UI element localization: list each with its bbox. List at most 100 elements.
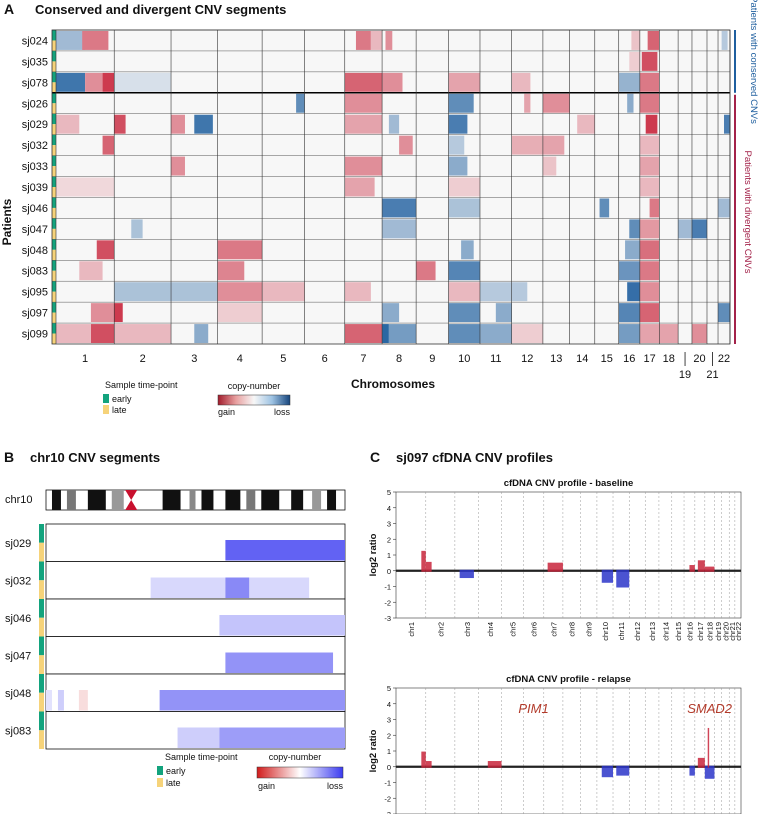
timepoint-late-bar: [39, 730, 44, 749]
chrom-label: 10: [458, 353, 470, 365]
timepoint-early-bar: [39, 599, 44, 618]
profile-title: cfDNA CNV profile - baseline: [504, 478, 634, 489]
y-tick-label: -2: [384, 794, 391, 803]
cnv-segment: [448, 261, 480, 281]
patient-label: sj078: [22, 77, 48, 89]
cnv-segment: [691, 324, 707, 343]
timepoint-late-bar: [52, 291, 56, 303]
cnv-segment: [601, 569, 614, 583]
x-tick-label: chr6: [530, 622, 539, 637]
chrom-label: 17: [643, 353, 655, 365]
y-tick-label: -2: [384, 598, 391, 607]
cnv-segment: [217, 240, 263, 260]
timepoint-early-bar: [52, 260, 56, 271]
cnv-segment: [639, 72, 660, 92]
cnv-segment: [370, 31, 383, 50]
cnv-segment: [225, 652, 334, 673]
panel-a-legend: Sample time-point early late copy-number…: [103, 380, 290, 417]
panel-c-letter: C: [370, 449, 380, 465]
patient-label: sj099: [22, 329, 48, 341]
cnv-segment: [114, 282, 172, 302]
cnv-segment: [114, 114, 126, 134]
legend-b-early-swatch: [157, 766, 163, 775]
cnv-segment: [388, 324, 417, 343]
cnv-segment: [707, 727, 710, 768]
timepoint-late-bar: [52, 312, 56, 324]
y-tick-label: 4: [387, 504, 391, 513]
cnv-segment: [639, 135, 660, 155]
centromere: [125, 490, 138, 510]
chrom-label: 4: [237, 353, 243, 365]
cnv-segment: [217, 261, 245, 281]
timepoint-early-bar: [52, 71, 56, 83]
y-tick-label: 2: [387, 535, 391, 544]
plot-frame: [395, 687, 742, 814]
timepoint-late-bar: [39, 655, 44, 674]
patient-label: sj026: [22, 98, 48, 110]
x-tick-label: chr11: [617, 622, 626, 640]
cnv-segment: [159, 690, 345, 711]
cnv-segment: [697, 757, 705, 768]
cnv-segment: [718, 198, 730, 218]
patient-label: sj095: [22, 287, 48, 299]
panel-a-letter: A: [4, 1, 14, 17]
x-tick-label: chr7: [549, 622, 558, 637]
timepoint-early-bar: [52, 155, 56, 167]
panel-b-heatmap: sj029 sj032 sj046 sj047 sj048 sj083: [5, 489, 346, 750]
legend-b-early: early: [166, 766, 186, 776]
cnv-segment: [627, 93, 634, 113]
cnv-segment: [511, 282, 528, 302]
y-tick-label: 0: [387, 567, 391, 576]
patient-label: sj047: [22, 224, 48, 236]
cnv-segment: [421, 550, 426, 572]
legend-a-loss: loss: [274, 407, 291, 417]
cnv-segment: [689, 565, 695, 572]
chrom-label: 2: [140, 353, 146, 365]
cnv-segment: [56, 177, 115, 197]
cnv-segment: [577, 114, 595, 134]
chrom-label: 16: [623, 353, 635, 365]
cnv-segment: [56, 72, 86, 92]
cnv-segment: [618, 72, 640, 92]
patient-label: sj029: [22, 119, 48, 131]
timepoint-late-bar: [52, 270, 56, 282]
y-tick-label: 5: [387, 684, 391, 693]
cnv-segment: [448, 303, 480, 323]
ideogram-band: [51, 490, 61, 510]
cnv-segment: [56, 114, 80, 134]
x-tick-label: chr4: [486, 622, 495, 637]
timepoint-late-bar: [52, 40, 56, 51]
cnv-segment: [511, 324, 543, 343]
cnv-segment: [90, 324, 115, 343]
x-tick-label: chr13: [648, 622, 657, 641]
timepoint-early-bar: [52, 197, 56, 208]
cnv-segment: [639, 240, 660, 260]
timepoint-early-bar: [52, 302, 56, 313]
timepoint-late-bar: [52, 103, 56, 114]
cnv-segment: [639, 282, 660, 302]
ideogram-band: [87, 490, 106, 510]
legend-b-cn-title: copy-number: [269, 752, 322, 762]
timepoint-late-bar: [39, 542, 44, 562]
cnv-segment: [639, 303, 660, 323]
patient-label: sj048: [22, 245, 48, 257]
group-label-divergent: Patients with divergent CNVs: [742, 150, 753, 273]
cnv-segment: [495, 303, 512, 323]
heatmap-frame: [51, 29, 731, 345]
patient-label: sj033: [22, 161, 48, 173]
cnv-segment: [639, 324, 660, 343]
cnv-segment: [114, 324, 172, 343]
plot-frame: [395, 491, 742, 619]
cnv-segment: [382, 303, 400, 323]
cnv-segment: [219, 615, 345, 636]
cnv-segment: [721, 31, 728, 50]
cnv-segment: [425, 761, 432, 768]
cnv-segment: [296, 93, 305, 113]
timepoint-early-bar: [39, 524, 44, 543]
profile-title: cfDNA CNV profile - relapse: [506, 674, 631, 685]
cnv-segment: [704, 765, 715, 779]
patient-label: sj047: [5, 650, 31, 662]
patient-label: sj083: [22, 266, 48, 278]
cnv-segment: [524, 93, 531, 113]
y-axis-label: log2 ratio: [368, 533, 379, 576]
